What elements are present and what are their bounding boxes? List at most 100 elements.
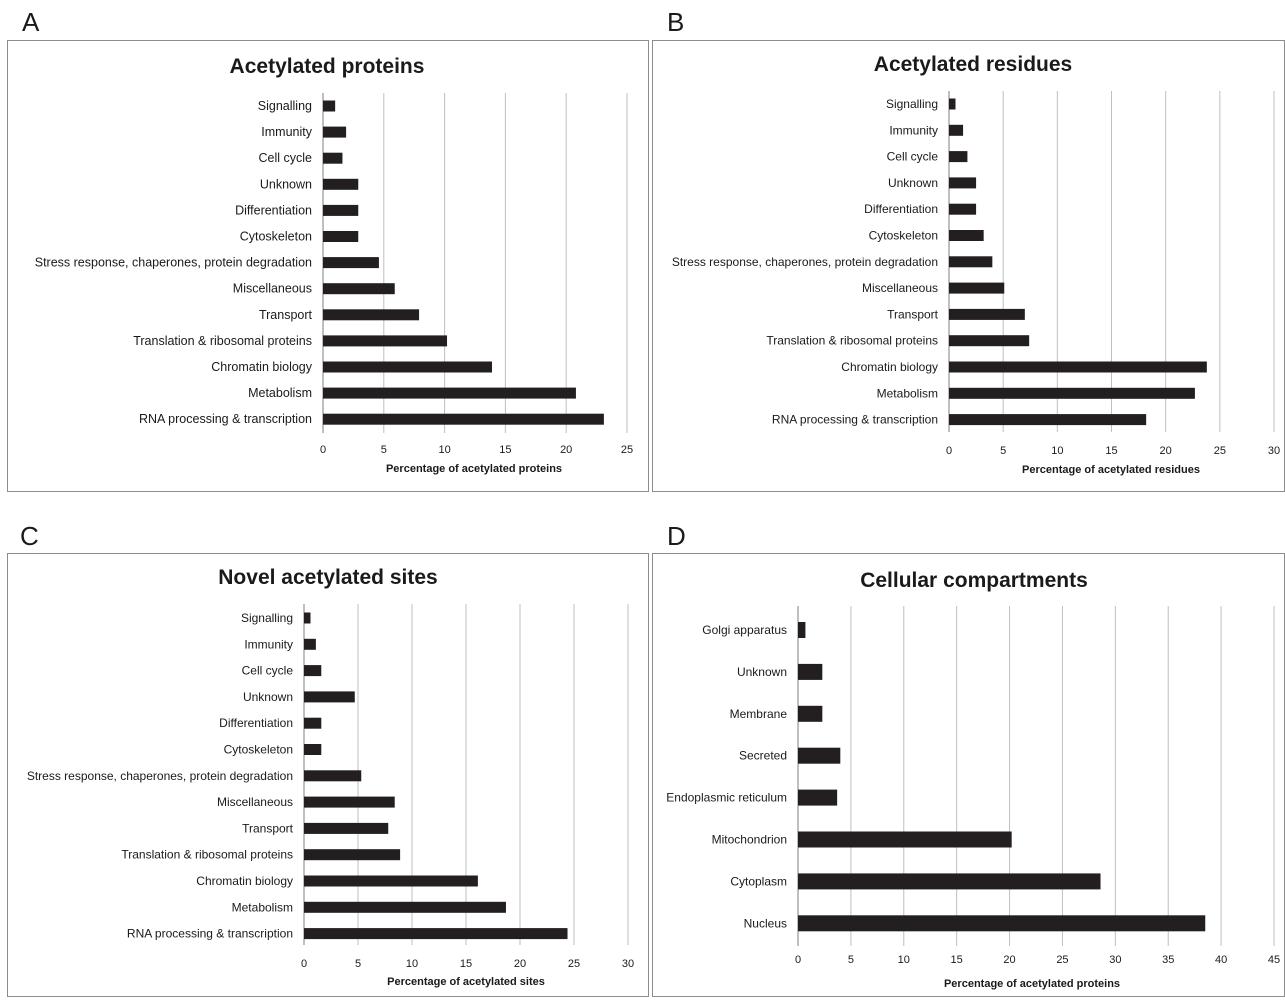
bar <box>323 178 359 190</box>
category-label: Translation & ribosomal proteins <box>133 334 312 348</box>
x-axis-label: Percentage of acetylated sites <box>387 976 545 988</box>
bar <box>323 335 448 347</box>
x-tick-label: 15 <box>1105 445 1117 457</box>
category-label: Transport <box>259 308 313 322</box>
bar <box>798 747 841 764</box>
x-tick-label: 30 <box>1268 445 1280 457</box>
x-tick-label: 45 <box>1268 954 1280 966</box>
x-tick-label: 25 <box>568 958 580 970</box>
gridlines <box>797 606 1275 946</box>
bar <box>949 177 977 189</box>
category-label: Miscellaneous <box>217 795 293 809</box>
category-label: Chromatin biology <box>841 360 938 374</box>
category-label: Translation & ribosomal proteins <box>121 848 293 862</box>
category-label: Metabolism <box>877 386 938 400</box>
category-label: Miscellaneous <box>233 282 312 296</box>
x-axis-label: Percentage of acetylated proteins <box>386 463 562 475</box>
chart-panel-d: Cellular compartments Golgi apparatus Unk… <box>652 553 1285 997</box>
category-labels: Signalling Immunity Cell cycle Unknown Diffe… <box>27 611 294 941</box>
bar <box>323 231 359 242</box>
category-label: Chromatin biology <box>211 360 312 374</box>
chart-b: Acetylated residues Signalling Immunity Ce… <box>672 53 1280 476</box>
chart-panel-b: Acetylated residues Signalling Immunity Ce… <box>652 40 1285 492</box>
bar <box>323 413 604 425</box>
category-label: Cell cycle <box>887 150 939 164</box>
x-tick-label: 40 <box>1215 954 1227 966</box>
x-tick-label: 20 <box>514 958 526 970</box>
x-tick-label: 5 <box>355 958 361 970</box>
category-label: Cytoskeleton <box>240 230 312 244</box>
category-label: Stress response, chaperones, protein deg… <box>27 769 293 783</box>
category-label: RNA processing & transcription <box>772 413 938 427</box>
panel-letter-a: A <box>22 7 40 37</box>
bar <box>949 414 1147 426</box>
category-label: Unknown <box>888 176 938 190</box>
bar <box>949 256 993 268</box>
bar <box>304 796 395 808</box>
category-label: Immunity <box>244 637 293 651</box>
bar <box>323 152 343 164</box>
chart-panel-c: Novel acetylated sites Signalling Immunit… <box>7 553 649 997</box>
bars <box>949 98 1207 426</box>
bar <box>798 873 1101 890</box>
category-label: Miscellaneous <box>862 281 938 295</box>
category-label: Cytoskeleton <box>224 743 293 757</box>
category-label: Signalling <box>258 99 312 113</box>
bar <box>304 717 322 729</box>
bar <box>304 875 478 887</box>
x-tick-label: 20 <box>1160 445 1172 457</box>
bar <box>949 124 964 136</box>
x-tick-label: 15 <box>460 958 472 970</box>
x-tick-label: 5 <box>848 954 854 966</box>
bar <box>949 361 1207 373</box>
category-label: Cytoskeleton <box>869 229 938 243</box>
bar <box>798 831 1012 848</box>
category-label: Metabolism <box>232 900 293 914</box>
x-tick-label: 30 <box>1109 954 1121 966</box>
category-labels: Signalling Immunity Cell cycle Unknown Diffe… <box>672 97 939 427</box>
category-label: Signalling <box>241 611 293 625</box>
bar <box>949 335 1030 347</box>
bar <box>798 789 838 806</box>
x-tick-label: 25 <box>1056 954 1068 966</box>
bar <box>949 230 984 241</box>
category-label: Metabolism <box>248 386 312 400</box>
bar <box>304 901 506 913</box>
bar <box>304 928 568 940</box>
category-label: Mitochondrion <box>712 833 787 847</box>
bar <box>304 665 322 677</box>
x-tick-label: 0 <box>795 954 801 966</box>
bar <box>304 770 362 782</box>
chart-title: Cellular compartments <box>860 569 1088 592</box>
category-label: Signalling <box>886 97 938 111</box>
panel-letter-c: C <box>20 521 39 551</box>
panel-letter-d: D <box>667 521 686 551</box>
bar <box>323 100 336 112</box>
bar <box>304 638 316 650</box>
category-label: Transport <box>242 821 294 835</box>
x-tick-label: 10 <box>406 958 418 970</box>
bar <box>323 126 347 138</box>
category-label: Differentiation <box>219 716 293 730</box>
bar <box>323 361 493 373</box>
x-tick-label: 0 <box>946 445 952 457</box>
bar <box>304 822 389 834</box>
category-label: Unknown <box>260 177 312 191</box>
bar <box>323 204 359 216</box>
x-tick-label: 10 <box>438 444 450 456</box>
category-label: Cell cycle <box>259 151 313 165</box>
chart-title: Novel acetylated sites <box>218 566 437 589</box>
category-label: Stress response, chaperones, protein deg… <box>672 255 938 269</box>
chart-panel-a: Acetylated proteins Signalling Immunity Ce… <box>7 40 649 492</box>
category-label: Immunity <box>261 125 312 139</box>
bar <box>304 691 355 703</box>
tick-labels: 0 5 10 15 20 25 30 <box>946 445 1280 457</box>
category-label: Membrane <box>730 707 788 721</box>
category-label: Unknown <box>243 690 293 704</box>
x-tick-label: 5 <box>381 444 387 456</box>
bar <box>304 849 401 861</box>
bars <box>323 100 604 425</box>
category-label: Differentiation <box>235 203 312 217</box>
bar <box>304 744 322 755</box>
tick-labels: 0 5 10 15 20 25 <box>320 444 633 456</box>
